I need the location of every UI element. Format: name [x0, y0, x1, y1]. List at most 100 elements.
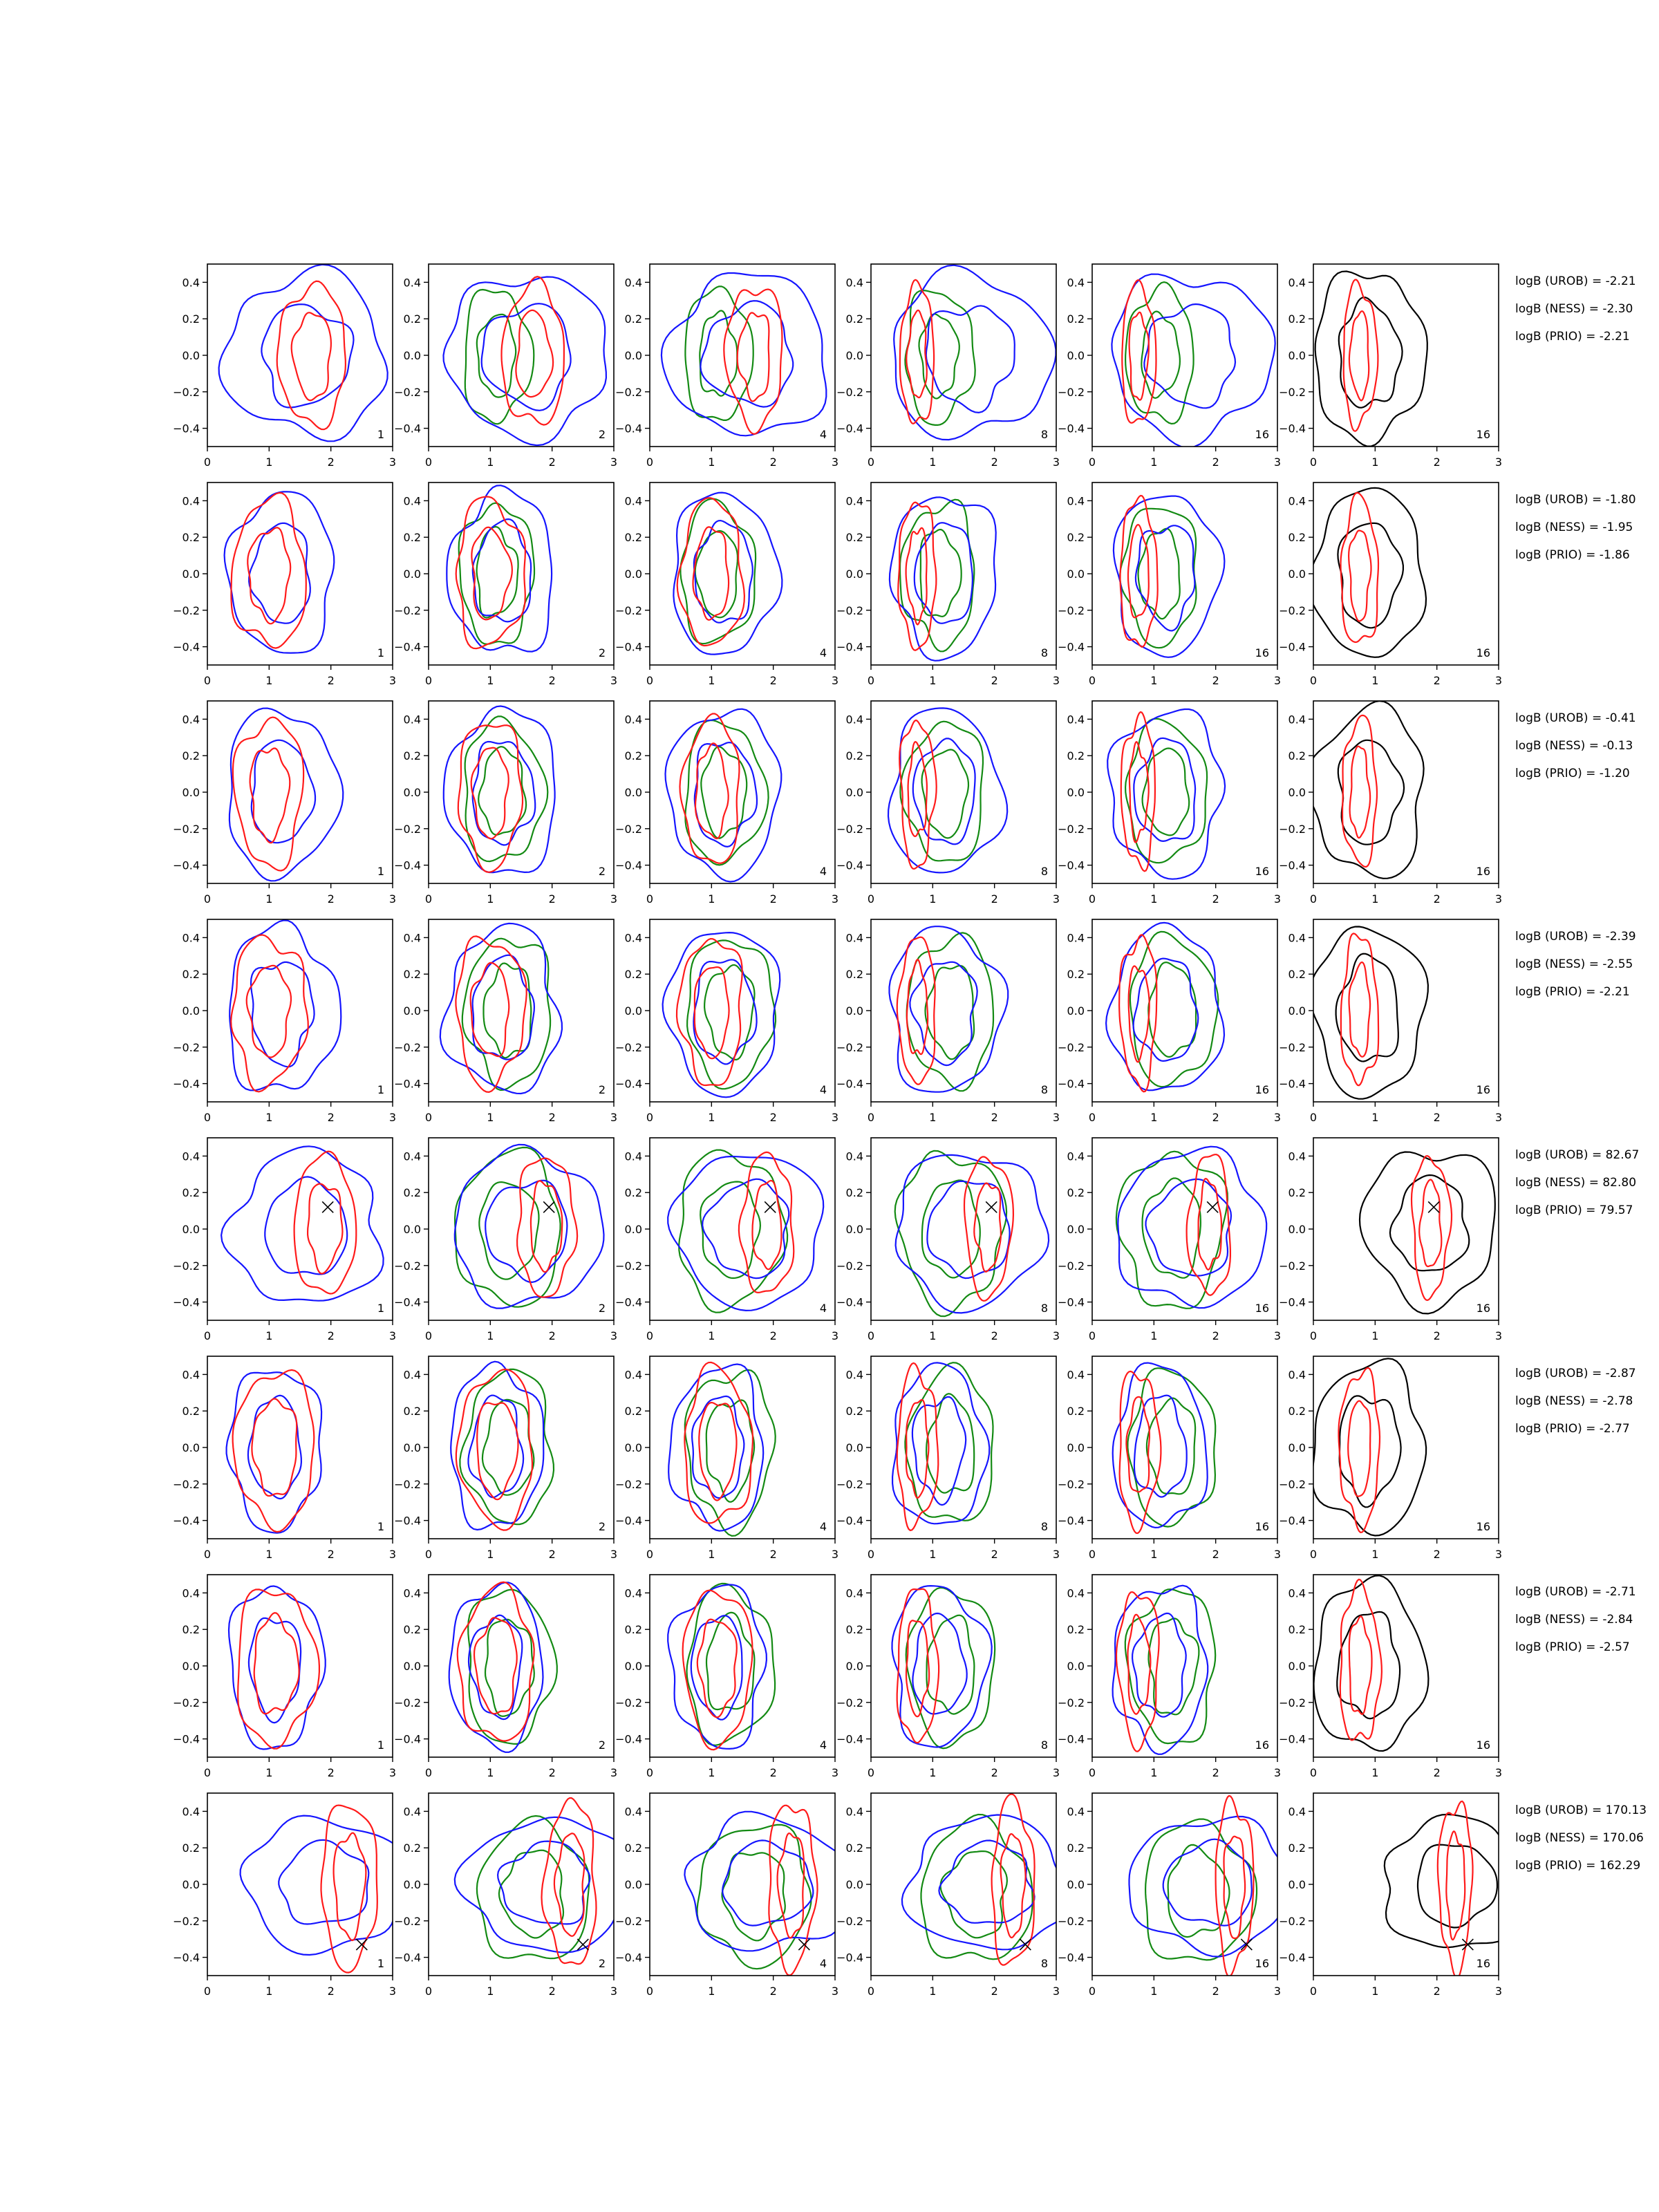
y-tick-label: −0.4 — [394, 1515, 421, 1528]
y-tick-label: −0.4 — [173, 1951, 200, 1965]
y-tick-label: −0.2 — [173, 1041, 200, 1054]
x-tick-label: 2 — [770, 456, 777, 469]
panel-r2-c6: 0 1 2 3 −0.4 −0.2 0.0 0.2 0.4 16 — [1279, 482, 1502, 687]
x-tick-label: 1 — [1371, 1548, 1378, 1561]
x-tick-label: 2 — [991, 1111, 998, 1124]
contour-blue-level-2 — [702, 1178, 790, 1280]
axes-frame — [870, 700, 1057, 884]
contour-blue-level-1 — [1112, 1362, 1208, 1529]
panel-corner-label: 1 — [377, 1957, 384, 1970]
contour-red-level-2 — [751, 1179, 782, 1271]
x-tick-label: 1 — [1371, 674, 1378, 687]
contour-red-level-1 — [455, 496, 527, 650]
panel-corner-label: 2 — [599, 1738, 606, 1752]
contour-red-level-1 — [1119, 494, 1159, 648]
panel-r2-c3: 0 1 2 3 −0.4 −0.2 0.0 0.2 0.4 4 — [615, 482, 838, 687]
contour-green-level-2 — [705, 1399, 756, 1503]
contour-blue-level-1 — [228, 707, 344, 882]
x-tick-label: 3 — [389, 892, 396, 906]
contour-blue-level-2 — [1131, 1612, 1187, 1718]
x-tick-label: 3 — [832, 456, 838, 469]
contour-green-level-2 — [498, 1849, 565, 1939]
y-tick-label: −0.4 — [615, 1296, 642, 1309]
contour-red-level-1 — [516, 1157, 579, 1298]
y-tick-label: −0.2 — [836, 823, 863, 836]
y-tick-label: 0.4 — [182, 1805, 200, 1818]
y-tick-label: −0.4 — [615, 641, 642, 654]
contour-red-level-2 — [905, 1398, 930, 1499]
x-tick-label: 2 — [328, 674, 335, 687]
contour-blue-level-1 — [1112, 495, 1226, 658]
contour-red-level-1 — [963, 1156, 1015, 1302]
y-tick-label: 0.4 — [182, 713, 200, 726]
y-tick-label: 0.2 — [846, 312, 863, 326]
y-tick-label: 0.4 — [404, 1805, 421, 1818]
contour-green-level-2 — [705, 1611, 756, 1711]
y-tick-label: −0.2 — [615, 1696, 642, 1709]
x-tick-label: 3 — [832, 1329, 838, 1342]
panel-corner-label: 16 — [1255, 1520, 1269, 1533]
y-tick-label: −0.2 — [394, 1041, 421, 1054]
panel-r3-c6: 0 1 2 3 −0.4 −0.2 0.0 0.2 0.4 16 — [1279, 700, 1502, 906]
contour-red-level-2 — [1197, 1177, 1223, 1271]
contour-blue-level-1 — [442, 276, 608, 447]
contour-blue-level-2 — [250, 961, 315, 1068]
x-tick-label: 2 — [1434, 1985, 1441, 1998]
contour-blue-level-1 — [1128, 1815, 1277, 1958]
x-tick-label: 0 — [204, 1329, 211, 1342]
panel-corner-label: 16 — [1255, 1957, 1269, 1970]
x-tick-label: 0 — [1089, 674, 1096, 687]
contour-green-level-1 — [684, 285, 754, 421]
contour-green-level-1 — [920, 1813, 1033, 1960]
y-tick-label: 0.4 — [625, 1368, 642, 1381]
true-value-marker — [798, 1938, 810, 1951]
contour-red-level-1 — [679, 713, 740, 864]
x-tick-label: 1 — [929, 674, 936, 687]
contour-green-level-1 — [696, 1824, 812, 1970]
y-tick-label: 0.4 — [625, 713, 642, 726]
x-tick-label: 0 — [1089, 892, 1096, 906]
x-tick-label: 1 — [1150, 892, 1157, 906]
y-tick-label: 0.0 — [846, 1878, 863, 1891]
panel-r1-c3: 0 1 2 3 −0.4 −0.2 0.0 0.2 0.4 4 — [615, 263, 838, 469]
contour-red-level-2 — [692, 526, 730, 621]
contour-blue-level-1 — [453, 1143, 605, 1309]
contour-blue-level-1 — [684, 1810, 835, 1952]
x-tick-label: 2 — [328, 1111, 335, 1124]
y-tick-label: 0.2 — [1067, 1841, 1085, 1855]
contour-blue-level-1 — [450, 1360, 545, 1531]
panel-corner-label: 1 — [377, 1738, 384, 1752]
x-tick-label: 2 — [770, 1111, 777, 1124]
contour-red-level-2 — [776, 1833, 805, 1939]
y-tick-label: 0.2 — [846, 749, 863, 762]
x-tick-label: 2 — [328, 456, 335, 469]
y-tick-label: 0.4 — [846, 713, 863, 726]
axes-frame — [1313, 1137, 1499, 1321]
x-tick-label: 1 — [1371, 1985, 1378, 1998]
logb-annotation: logB (PRIO) = 79.57 — [1515, 1203, 1633, 1217]
contour-green-level-2 — [1167, 1844, 1230, 1938]
x-tick-label: 2 — [328, 1548, 335, 1561]
contour-red-level-1 — [1342, 279, 1379, 433]
x-tick-label: 3 — [1495, 1111, 1502, 1124]
panel-corner-label: 2 — [599, 1957, 606, 1970]
y-tick-label: 0.4 — [404, 1586, 421, 1600]
contour-blue-level-2 — [913, 522, 974, 624]
y-tick-label: 0.4 — [1067, 713, 1085, 726]
panel-r4-c6: 0 1 2 3 −0.4 −0.2 0.0 0.2 0.4 16 — [1279, 919, 1502, 1124]
y-tick-label: −0.2 — [836, 386, 863, 399]
y-tick-label: 0.4 — [846, 1150, 863, 1163]
contour-red-level-2 — [307, 1183, 344, 1275]
y-tick-label: −0.2 — [1058, 1696, 1085, 1709]
y-tick-label: 0.2 — [625, 312, 642, 326]
y-tick-label: 0.2 — [1288, 1623, 1306, 1636]
panel-r6-c2: 0 1 2 3 −0.4 −0.2 0.0 0.2 0.4 2 — [394, 1356, 617, 1561]
y-tick-label: −0.2 — [1279, 823, 1306, 836]
contour-blue-level-2 — [1143, 303, 1237, 409]
contour-red-level-1 — [1185, 1154, 1231, 1296]
x-tick-label: 3 — [1053, 1985, 1060, 1998]
x-tick-label: 0 — [646, 1985, 653, 1998]
y-tick-label: 0.0 — [1067, 568, 1085, 581]
y-tick-label: −0.4 — [394, 422, 421, 435]
contour-green-level-2 — [699, 310, 738, 397]
